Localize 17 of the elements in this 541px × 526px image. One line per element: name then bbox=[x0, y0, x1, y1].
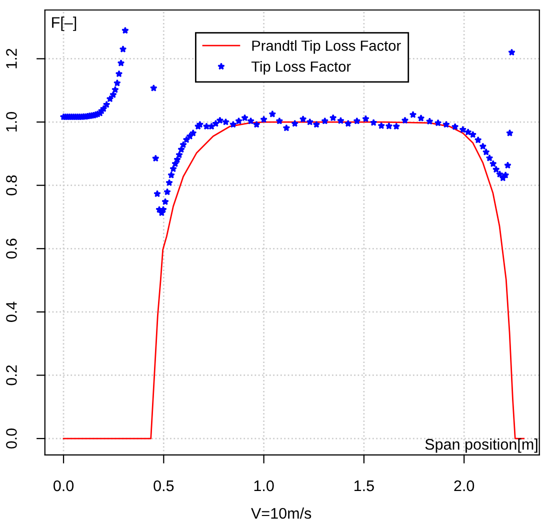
y-tick-label: 1.0 bbox=[6, 112, 17, 132]
y-tick-label: 0.4 bbox=[6, 302, 17, 322]
legend-label: Prandtl Tip Loss Factor bbox=[252, 40, 401, 54]
text: V=10m/s bbox=[251, 508, 312, 519]
y-tick-label: 1.2 bbox=[6, 48, 17, 68]
y-tick-label: 0.2 bbox=[6, 365, 17, 386]
x-tick-label: 0.0 bbox=[54, 480, 74, 492]
x-tick-label: 0.5 bbox=[154, 480, 174, 492]
x-axis-title: Span position[m] bbox=[425, 438, 538, 453]
x-tick-label: 1.5 bbox=[354, 480, 374, 492]
y-tick-label: 0.8 bbox=[6, 175, 17, 196]
x-tick-label: 2.0 bbox=[454, 480, 474, 492]
x-tick-label: 1.0 bbox=[254, 480, 274, 492]
y-tick-label: 0.0 bbox=[6, 428, 17, 449]
legend-label: Tip Loss Factor bbox=[251, 61, 351, 75]
y-tick-label: 0.6 bbox=[6, 238, 17, 259]
y-axis-title: F[–] bbox=[52, 16, 76, 31]
